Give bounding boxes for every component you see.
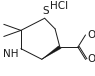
Text: O: O xyxy=(87,54,95,64)
Text: HCl: HCl xyxy=(50,1,68,11)
Polygon shape xyxy=(42,46,61,59)
Text: S: S xyxy=(42,6,49,16)
Text: NH: NH xyxy=(3,49,19,59)
Text: OH: OH xyxy=(87,30,95,40)
